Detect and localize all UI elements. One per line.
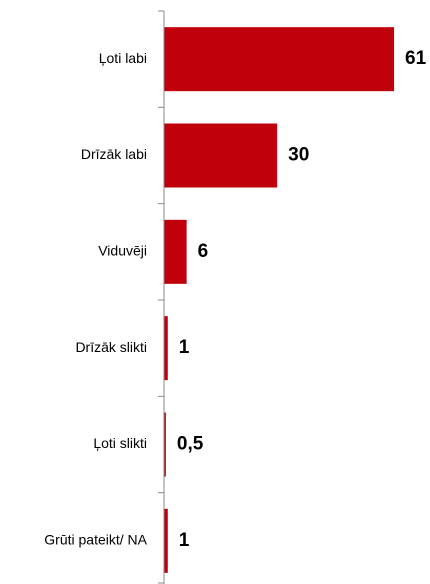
y-tick-label: Ļoti slikti <box>93 435 147 451</box>
bar <box>164 316 168 381</box>
y-tick-label: Drīzāk labi <box>81 146 147 162</box>
data-label: 1 <box>179 337 190 358</box>
data-label: 0,5 <box>177 434 204 455</box>
data-label: 6 <box>198 241 209 262</box>
y-tick-label: Viduvēji <box>98 243 147 259</box>
data-label: 1 <box>179 530 190 551</box>
bar <box>164 219 187 284</box>
bar <box>164 508 168 573</box>
y-tick-label: Ļoti labi <box>99 50 147 66</box>
data-label: 30 <box>288 145 309 166</box>
bar <box>164 412 166 477</box>
y-tick-label: Drīzāk slikti <box>75 339 147 355</box>
y-tick-label: Grūti pateikt/ NA <box>44 532 147 548</box>
data-label: 61 <box>405 48 427 69</box>
bar <box>164 123 278 188</box>
bar <box>164 27 395 92</box>
